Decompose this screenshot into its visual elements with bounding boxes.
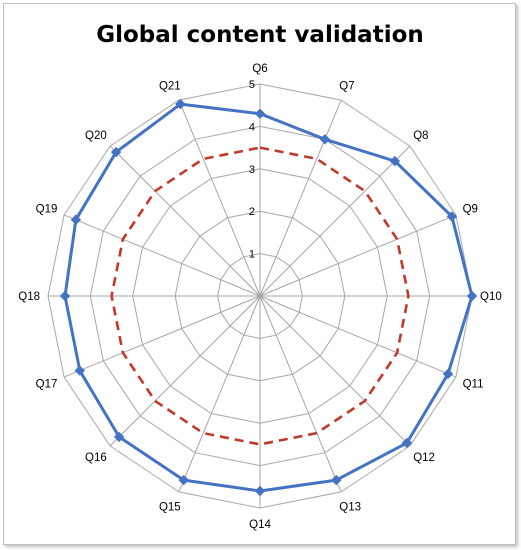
chart-title: Global content validation	[96, 22, 424, 48]
category-label-q19: Q19	[36, 204, 58, 216]
spoke-q15	[178, 295, 261, 493]
series-1-point-q16	[113, 431, 125, 443]
series-1-point-q15	[178, 474, 189, 486]
category-label-q9: Q9	[463, 204, 478, 216]
spoke-q8	[259, 145, 411, 297]
series-1-point-q10	[466, 290, 478, 302]
series-1-point-q21	[175, 98, 186, 110]
spoke-q11	[259, 295, 457, 378]
radial-tick-labels: 1 2 3 4 5	[249, 79, 255, 261]
spoke-q7	[259, 99, 342, 297]
tick-label: 4	[249, 121, 255, 133]
spoke-q16	[109, 295, 261, 447]
spoke-q21	[178, 99, 261, 297]
category-labels: Q6 Q7 Q8 Q9 Q10 Q11 Q12 Q13 Q14 Q15 Q16 Q17 Q18 Q19 Q2…	[18, 63, 502, 531]
series-1-point-q14	[254, 485, 266, 497]
series-1-point-q7	[319, 134, 331, 145]
tick-label: 5	[249, 79, 255, 91]
tick-label: 3	[249, 164, 255, 176]
radar-grid	[47, 83, 473, 509]
series-1-point-q6	[254, 108, 266, 119]
category-label-q15: Q15	[159, 502, 181, 514]
category-label-q17: Q17	[36, 378, 58, 390]
series-1-point-q8	[389, 155, 401, 167]
category-label-q8: Q8	[413, 130, 428, 142]
spoke-q12	[259, 295, 411, 447]
series-1-point-q11	[442, 368, 454, 380]
category-label-q18: Q18	[18, 291, 40, 303]
series-1-point-q20	[110, 146, 122, 158]
spoke-q19	[63, 214, 261, 297]
category-label-q10: Q10	[480, 291, 502, 303]
series-1-point-q18	[59, 290, 71, 302]
tick-label: 1	[249, 249, 255, 261]
category-label-q16: Q16	[85, 452, 107, 464]
category-label-q6: Q6	[252, 63, 267, 75]
category-label-q14: Q14	[249, 519, 271, 531]
category-label-q7: Q7	[339, 80, 354, 92]
category-label-q20: Q20	[85, 130, 107, 142]
series-1-point-q9	[446, 211, 458, 222]
category-label-q21: Q21	[159, 80, 181, 92]
spoke-q20	[109, 145, 261, 297]
category-label-q12: Q12	[413, 452, 435, 464]
category-label-q11: Q11	[463, 378, 484, 390]
spoke-q9	[259, 214, 457, 297]
series-1-point-q19	[70, 214, 82, 225]
spoke-q13	[259, 295, 342, 493]
tick-label: 2	[249, 206, 255, 218]
series-2-line	[110, 146, 410, 446]
series-1-point-q13	[331, 474, 342, 486]
series-1-point-q17	[74, 365, 86, 376]
series-layer	[59, 98, 478, 497]
series-1-point-q12	[401, 437, 413, 449]
category-label-q13: Q13	[339, 502, 361, 514]
spoke-q17	[63, 295, 261, 378]
